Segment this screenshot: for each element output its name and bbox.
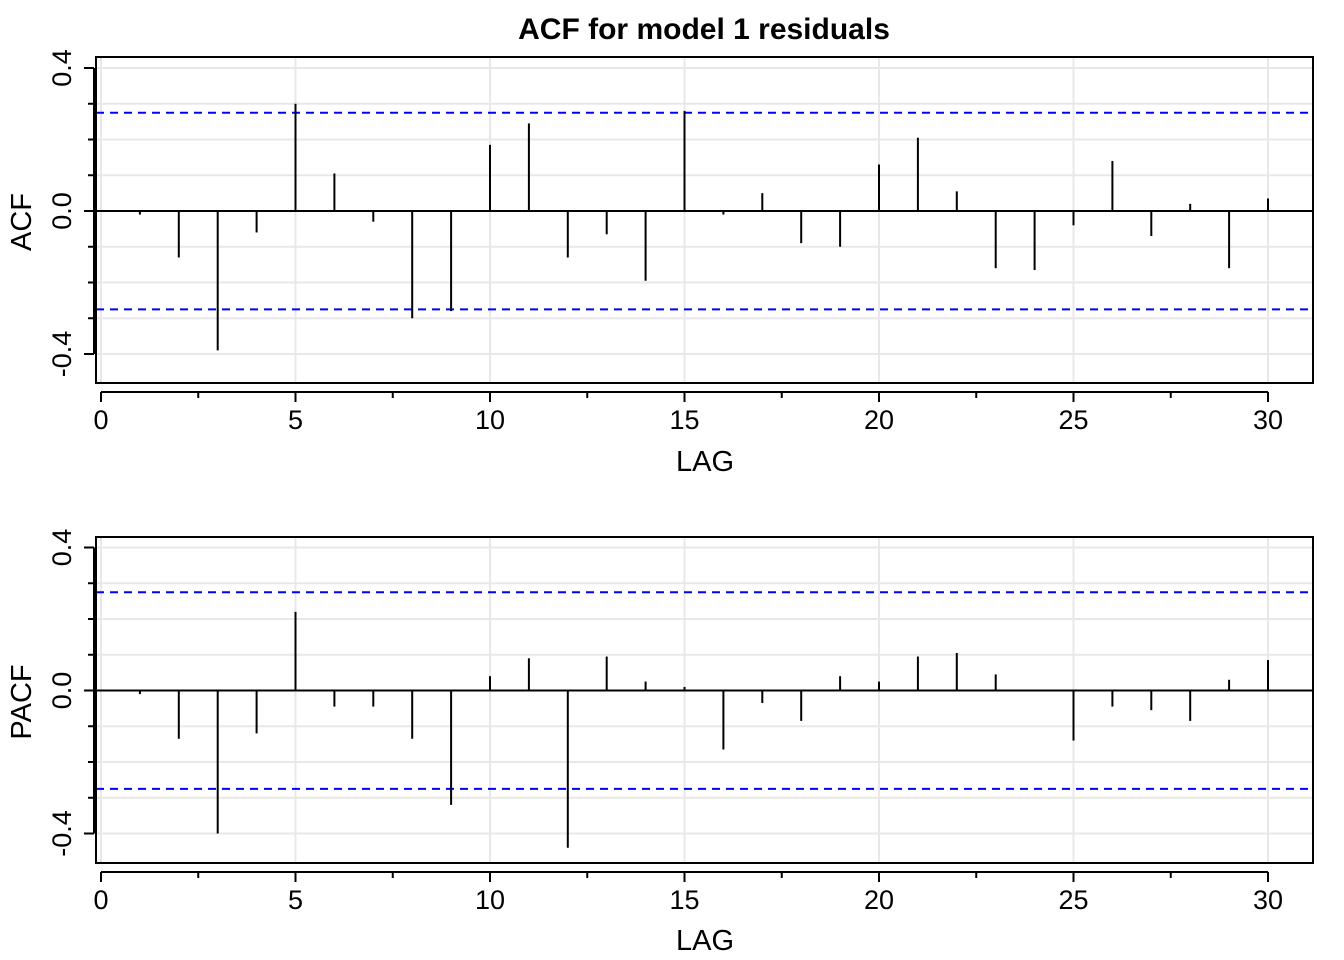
pacf-x-tick-label-6: 30 <box>1253 885 1283 915</box>
pacf-y-tick-label-2: 0.4 <box>47 529 77 567</box>
pacf-x-tick-label-3: 15 <box>669 885 699 915</box>
pacf-y-tick-label-1: 0.0 <box>47 672 77 710</box>
pacf-x-tick-label-2: 10 <box>475 885 505 915</box>
chart-title: ACF for model 1 residuals <box>518 13 890 46</box>
acf-x-tick-label-3: 15 <box>669 405 699 435</box>
acf-plot-frame <box>95 56 1314 384</box>
acf-x-tick-label-1: 5 <box>288 405 303 435</box>
pacf-x-tick-label-5: 25 <box>1058 885 1088 915</box>
acf-y-tick-label-2: 0.4 <box>47 49 77 87</box>
acf-x-axis-label: LAG <box>676 446 734 478</box>
acf-panel: 0 5 10 15 20 25 30 -0.4 0.0 0.4 LAG ACF <box>6 49 1314 478</box>
pacf-x-axis-label: LAG <box>676 925 734 957</box>
pacf-x-tick-label-0: 0 <box>93 885 108 915</box>
pacf-plot-frame <box>95 536 1314 864</box>
acf-x-tick-label-0: 0 <box>93 405 108 435</box>
pacf-y-tick-label-0: -0.4 <box>47 810 77 857</box>
pacf-panel: 0 5 10 15 20 25 30 -0.4 0.0 0.4 LAG PACF <box>6 529 1314 957</box>
acf-x-tick-label-2: 10 <box>475 405 505 435</box>
acf-x-tick-label-6: 30 <box>1253 405 1283 435</box>
acf-x-tick-label-5: 25 <box>1058 405 1088 435</box>
pacf-x-tick-label-4: 20 <box>864 885 894 915</box>
pacf-x-tick-label-1: 5 <box>288 885 303 915</box>
acf-x-tick-label-4: 20 <box>864 405 894 435</box>
acf-y-axis-label: ACF <box>6 193 38 251</box>
acf-y-tick-label-1: 0.0 <box>47 192 77 230</box>
acf-y-tick-label-0: -0.4 <box>47 331 77 378</box>
pacf-y-axis-label: PACF <box>6 664 38 739</box>
